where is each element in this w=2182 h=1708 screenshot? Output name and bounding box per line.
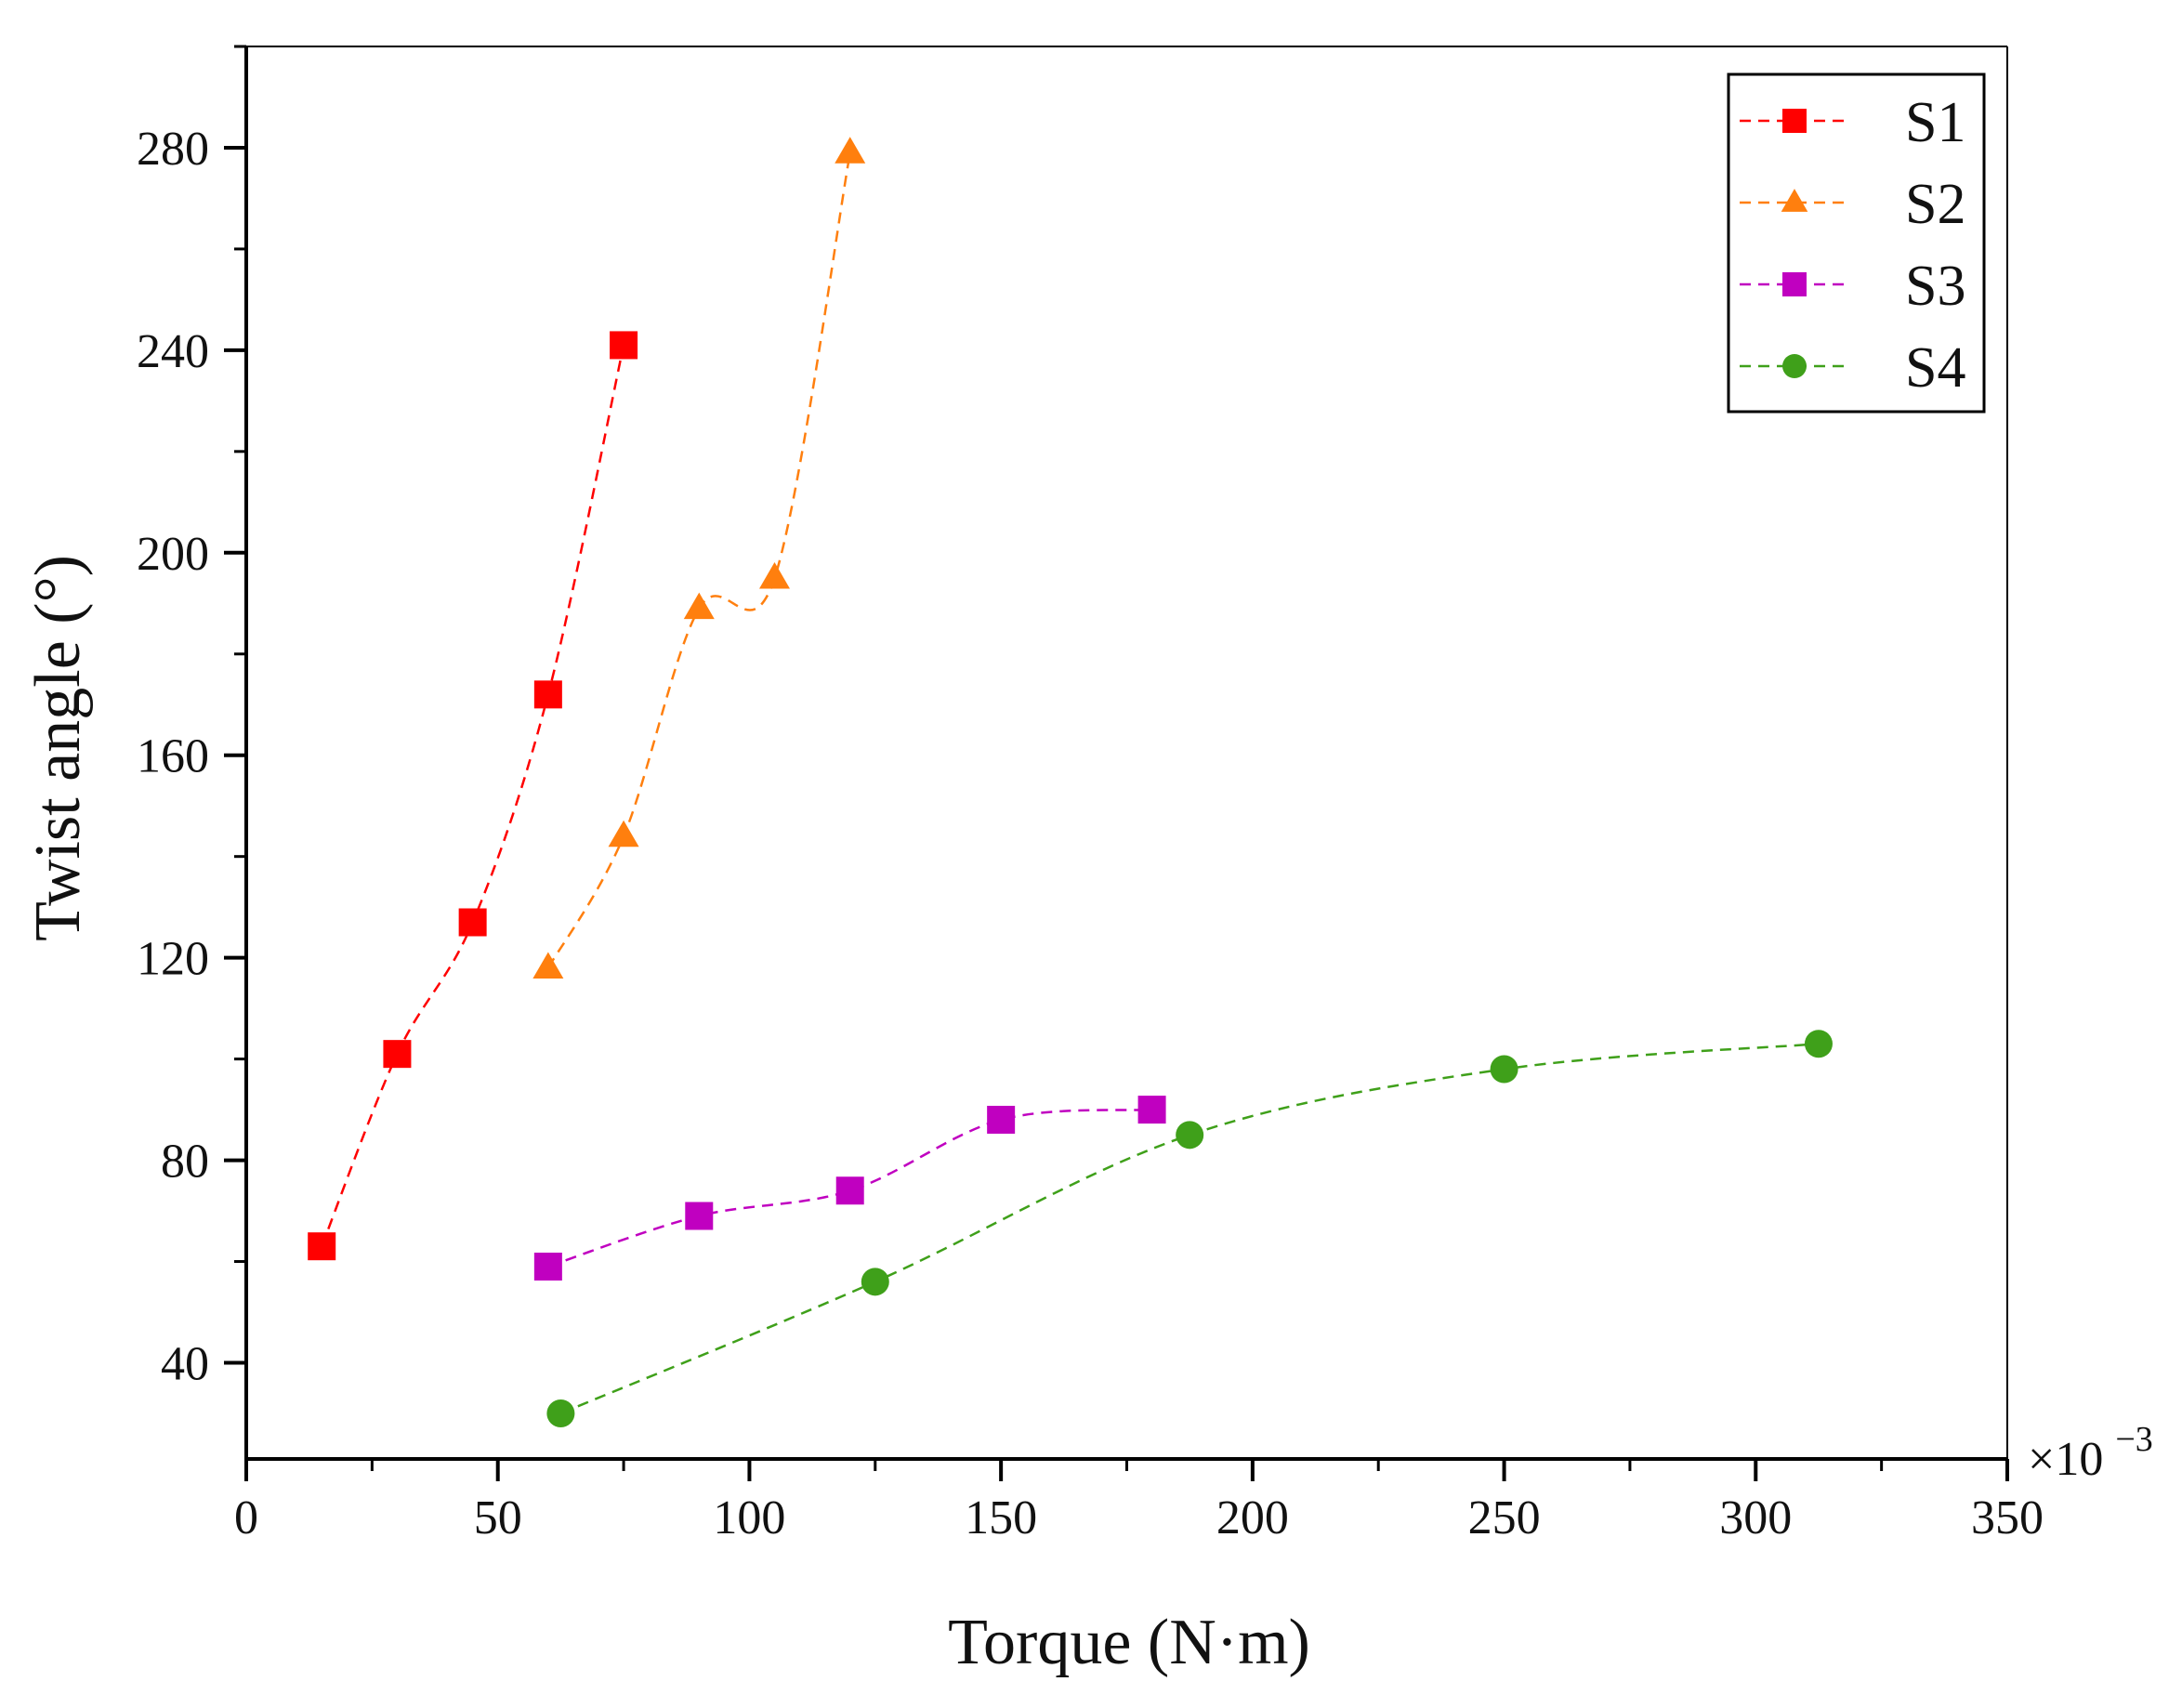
x-tick-label: 350 xyxy=(1971,1491,2044,1544)
legend-item: S4 xyxy=(1740,336,1965,400)
legend-marker xyxy=(1781,189,1808,212)
legend-item: S3 xyxy=(1740,255,1965,318)
series-line xyxy=(547,1108,1152,1268)
y-tick-label: 160 xyxy=(137,730,209,783)
data-point xyxy=(861,1268,889,1296)
legend-label: S2 xyxy=(1905,173,1965,236)
data-point xyxy=(1137,1096,1166,1124)
data-point xyxy=(608,820,639,847)
legend: S1 S2 S3 S4 xyxy=(1727,72,1986,414)
y-tick-label: 120 xyxy=(137,933,209,986)
series-s3 xyxy=(533,1096,1166,1281)
legend-label: S3 xyxy=(1905,255,1965,318)
legend-marker xyxy=(1782,272,1807,296)
data-point xyxy=(546,1399,575,1427)
x-tick-label: 300 xyxy=(1719,1491,1792,1544)
data-point xyxy=(685,1202,714,1230)
x-tick-label: 100 xyxy=(713,1491,785,1544)
series-s1 xyxy=(308,331,638,1261)
data-point xyxy=(683,592,715,620)
legend-label: S4 xyxy=(1905,336,1965,400)
data-point xyxy=(759,561,790,589)
x-tick-label: 0 xyxy=(234,1491,258,1544)
data-point xyxy=(532,952,564,979)
x-axis-exponent: ×10 −3 xyxy=(2028,1420,2153,1486)
series-line xyxy=(321,345,625,1247)
data-point xyxy=(835,137,866,164)
x-tick-label: 50 xyxy=(474,1491,522,1544)
legend-marker xyxy=(1782,354,1807,378)
data-point xyxy=(1176,1121,1204,1150)
x-tick-label: 200 xyxy=(1216,1491,1289,1544)
series-line xyxy=(546,152,851,969)
legend-box xyxy=(1727,72,1986,414)
data-point xyxy=(987,1105,1016,1134)
data-point xyxy=(383,1040,412,1069)
legend-label: S1 xyxy=(1905,91,1965,154)
y-tick-label: 200 xyxy=(137,528,209,581)
data-point xyxy=(610,331,638,360)
y-tick-label: 240 xyxy=(137,325,209,378)
y-tick-label: 80 xyxy=(161,1136,209,1189)
legend-marker xyxy=(1782,109,1807,133)
x-axis-title: Torque (N·m) xyxy=(948,1607,1310,1678)
x-axis-exponent-power: −3 xyxy=(2115,1420,2152,1459)
y-axis-title: Twist angle (°) xyxy=(22,555,94,941)
legend-item: S2 xyxy=(1740,173,1965,236)
data-point xyxy=(835,1176,864,1205)
data-point xyxy=(533,680,562,709)
data-point xyxy=(1804,1030,1833,1058)
axes: 0 50 100 150 200 250 300 350 40 80 120 160 200 240 280 xyxy=(137,45,2044,1544)
data-point xyxy=(1490,1055,1518,1084)
x-axis-exponent-base: ×10 xyxy=(2028,1433,2103,1486)
y-tick-label: 40 xyxy=(161,1337,209,1390)
series-s2 xyxy=(532,137,866,979)
data-point xyxy=(533,1252,562,1281)
legend-item: S1 xyxy=(1740,91,1965,154)
x-tick-label: 250 xyxy=(1468,1491,1541,1544)
x-tick-label: 150 xyxy=(965,1491,1037,1544)
data-point xyxy=(308,1232,336,1261)
series-s4 xyxy=(546,1030,1833,1427)
y-tick-label: 280 xyxy=(137,123,209,176)
data-point xyxy=(458,908,487,937)
series-group xyxy=(308,137,1833,1427)
